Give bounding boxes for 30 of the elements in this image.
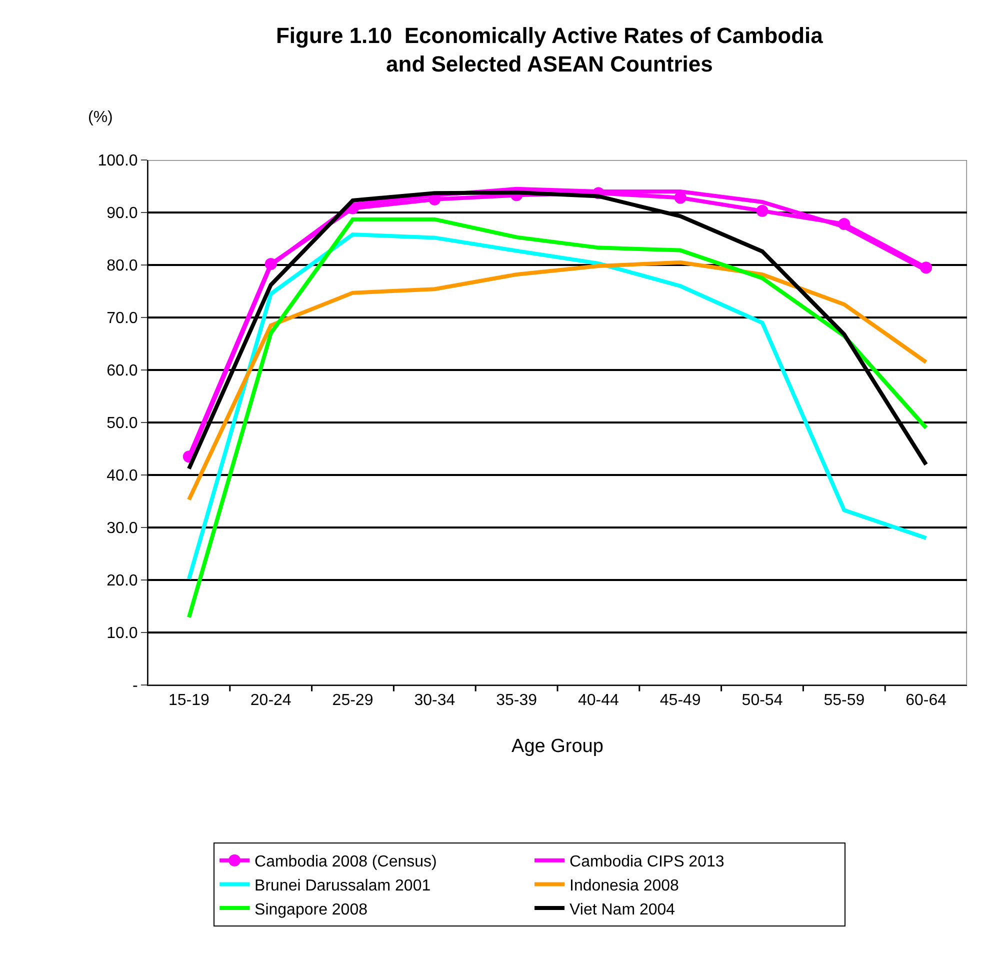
legend-label: Viet Nam 2004 xyxy=(570,901,676,918)
x-axis-title: Age Group xyxy=(512,736,604,757)
x-tick-label: 40-44 xyxy=(578,692,620,710)
x-tick-label: 15-19 xyxy=(168,692,210,710)
x-tick-label: 25-29 xyxy=(332,692,374,710)
y-tick-label: 30.0 xyxy=(106,520,138,538)
x-tick-label: 55-59 xyxy=(824,692,865,710)
y-tick-label: - xyxy=(132,678,138,695)
y-tick-label: 10.0 xyxy=(106,625,138,642)
y-tick-label: 90.0 xyxy=(106,205,138,222)
legend-label: Cambodia CIPS 2013 xyxy=(570,854,724,871)
x-tick-label: 50-54 xyxy=(742,692,783,710)
x-tick-label: 35-39 xyxy=(496,692,538,710)
x-tick-label: 60-64 xyxy=(906,692,947,710)
legend-label: Cambodia 2008 (Census) xyxy=(254,854,437,871)
y-tick-label: 50.0 xyxy=(106,415,138,432)
legend-label: Brunei Darussalam 2001 xyxy=(254,877,431,894)
y-tick-label: 80.0 xyxy=(106,258,138,275)
legend-label: Indonesia 2008 xyxy=(570,877,680,894)
x-tick-label: 45-49 xyxy=(660,692,701,710)
y-tick-label: 40.0 xyxy=(106,468,138,485)
legend-label: Singapore 2008 xyxy=(254,901,368,918)
chart-title: Figure 1.10 Economically Active Rates of Cambodia and Selected ASEAN Countries xyxy=(276,22,824,77)
x-tick-label: 30-34 xyxy=(414,692,456,710)
y-tick-label: 20.0 xyxy=(106,572,138,590)
y-tick-label: 60.0 xyxy=(106,362,138,380)
x-tick-label: 20-24 xyxy=(250,692,292,710)
y-tick-label: 70.0 xyxy=(106,310,138,328)
y-axis-title: (%) xyxy=(88,109,113,126)
y-tick-label: 100.0 xyxy=(98,152,138,170)
